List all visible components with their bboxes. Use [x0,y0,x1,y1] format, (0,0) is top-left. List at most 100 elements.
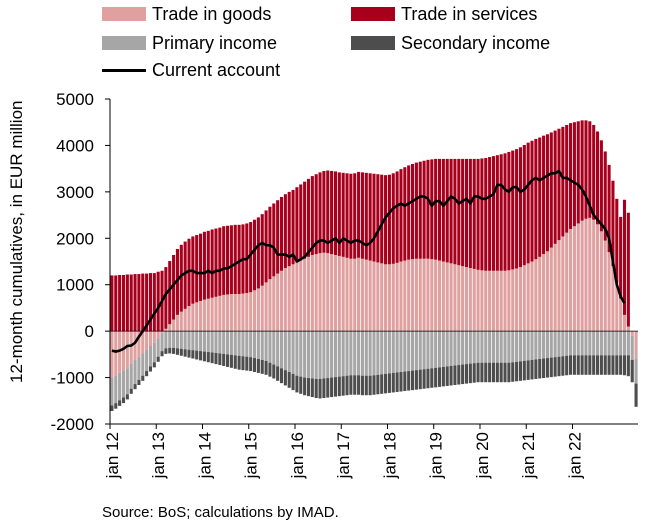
bar-secondary-income [549,357,553,378]
bar-trade-goods [561,236,565,332]
bar-trade-goods [414,258,418,332]
bar-primary-income [129,363,133,389]
bar-primary-income [515,331,519,362]
bar-trade-goods [121,331,126,371]
bar-trade-services [522,144,526,266]
bar-trade-goods [376,262,380,332]
bar-trade-services [376,174,380,263]
bar-secondary-income [179,348,183,356]
bar-trade-goods [595,224,600,332]
bar-secondary-income [437,367,442,387]
bar-trade-services [310,176,314,255]
bar-trade-goods [241,293,245,332]
bar-secondary-income [380,374,384,394]
x-tick-label: jan 18 [380,432,399,479]
bar-secondary-income [164,348,168,354]
bar-trade-services [129,274,133,332]
bar-trade-goods [264,282,268,332]
bar-secondary-income [368,375,372,396]
legend-item-current-account: Current account [102,59,280,81]
bar-secondary-income [268,362,272,377]
bar-primary-income [434,331,438,368]
bar-primary-income [464,331,469,365]
bar-primary-income [330,331,334,378]
bar-primary-income [137,356,141,380]
bar-trade-services [569,123,573,229]
bar-trade-services [287,191,291,267]
bar-secondary-income [395,372,399,392]
legend-swatch-secondary-income [351,36,395,50]
bar-primary-income [195,331,199,351]
bar-primary-income [522,331,526,361]
bar-secondary-income [168,347,172,354]
bar-secondary-income [303,377,307,396]
y-tick-label: 4000 [56,136,94,155]
bar-trade-goods [114,331,118,376]
bar-secondary-income [434,367,438,388]
bar-secondary-income [399,372,403,392]
bar-trade-services [283,194,287,268]
bar-secondary-income [145,371,149,377]
bar-trade-goods [545,251,549,332]
bar-secondary-income [553,357,557,377]
bar-trade-services [615,198,619,283]
bar-trade-goods [499,270,503,332]
bar-trade-goods [534,259,538,332]
bar-trade-goods [172,319,176,332]
bar-primary-income [619,331,623,356]
bar-trade-services [499,154,503,271]
bar-trade-goods [195,302,199,332]
bar-trade-goods [422,258,426,332]
bar-trade-services [152,273,156,332]
x-tick-label: jan 21 [519,432,538,479]
bar-secondary-income [480,362,484,383]
bar-trade-goods [249,292,253,332]
bar-primary-income [626,331,630,356]
bar-trade-goods [472,268,476,332]
bar-trade-services [233,224,237,294]
bar-trade-goods [518,267,522,332]
bar-secondary-income [461,364,465,385]
bar-secondary-income [260,359,264,374]
bar-primary-income [360,331,364,376]
bar-trade-goods [592,219,596,332]
bar-trade-goods [256,288,260,332]
bar-primary-income [341,331,345,377]
bar-trade-goods [457,265,461,332]
bar-secondary-income [372,375,376,395]
bar-primary-income [553,331,557,358]
bar-secondary-income [476,362,480,383]
line-current-account [111,169,626,353]
bar-trade-services [484,157,488,271]
bar-trade-goods [210,297,214,332]
bar-trade-goods [345,257,349,332]
bar-secondary-income [576,355,580,375]
bar-trade-goods [372,261,376,332]
legend-item-trade-services: Trade in services [351,3,537,25]
bar-secondary-income [441,366,445,387]
legend-label-trade-goods: Trade in goods [152,3,272,24]
bar-secondary-income [252,358,257,372]
bar-trade-services [395,171,399,263]
bar-primary-income [422,331,426,370]
bar-trade-goods [619,298,623,332]
bar-trade-goods [141,331,145,354]
bar-secondary-income [295,375,299,393]
bar-secondary-income [129,388,133,394]
bar-trade-goods [403,260,407,332]
bar-trade-goods [237,294,241,332]
bar-primary-income [368,331,372,376]
bar-trade-goods [360,258,364,332]
bar-trade-goods [291,264,295,332]
bar-trade-goods [191,303,195,332]
bar-primary-income [148,346,153,367]
bar-primary-income [488,331,492,363]
bar-trade-services [526,142,530,264]
bar-trade-goods [522,265,526,332]
bar-primary-income [557,331,561,357]
bar-secondary-income [588,355,592,375]
x-tick-label: jan 22 [565,432,584,479]
bar-trade-goods [599,231,603,332]
x-tick-label: jan 16 [288,432,307,479]
bar-secondary-income [499,362,503,383]
